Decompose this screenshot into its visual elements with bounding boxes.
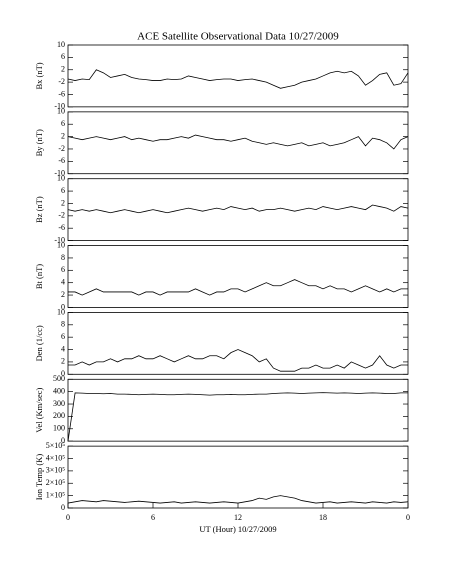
y-axis-label: Vel (Km/sec) xyxy=(34,388,44,433)
y-axis-label: Den (1/cc) xyxy=(34,325,44,361)
y-tick-label: 10 xyxy=(57,307,65,316)
y-tick-label: -2 xyxy=(58,144,65,153)
x-tick-label: 6 xyxy=(151,513,155,522)
data-line xyxy=(67,204,409,214)
y-tick-label: -2 xyxy=(58,77,65,86)
y-tick-label: 10 xyxy=(57,107,65,116)
data-line xyxy=(67,495,409,504)
y-tick-label: 0 xyxy=(61,302,65,311)
y-tick-label: 300 xyxy=(53,399,65,408)
data-line xyxy=(68,279,408,296)
y-axis-label: Bx (nT) xyxy=(34,62,44,89)
y-tick-label: 4×10⁵ xyxy=(46,453,66,462)
y-tick-label: 0 xyxy=(61,369,65,378)
plot-frame xyxy=(67,312,409,375)
y-tick-label: 3×10⁵ xyxy=(46,466,66,475)
y-tick-label: 8 xyxy=(61,320,65,329)
y-tick-label: 0 xyxy=(61,503,65,512)
y-tick-label: 200 xyxy=(53,411,65,420)
x-axis-label: UT (Hour) 10/27/2009 xyxy=(199,524,276,534)
y-axis-label: Ion Temp (K) xyxy=(34,454,44,501)
y-tick-label: 2 xyxy=(61,357,65,366)
y-tick-label: -10 xyxy=(54,169,65,178)
y-tick-label: -6 xyxy=(58,89,65,98)
y-tick-label: 4 xyxy=(61,278,65,287)
y-axis-label: By (nT) xyxy=(34,129,44,156)
y-tick-label: 6 xyxy=(61,186,65,195)
plot-frame xyxy=(67,378,409,442)
y-tick-label: 2 xyxy=(61,290,65,299)
x-tick-label: 0 xyxy=(66,513,70,522)
y-tick-label: 500 xyxy=(53,374,65,383)
y-tick-label: 6 xyxy=(61,52,65,61)
y-tick-label: 2 xyxy=(61,131,65,140)
data-line xyxy=(67,69,409,89)
y-tick-label: 0 xyxy=(61,436,65,445)
y-tick-label: 6 xyxy=(61,332,65,341)
y-tick-label: 6 xyxy=(61,265,65,274)
x-tick-label: 12 xyxy=(234,513,242,522)
y-tick-label: 1×10⁵ xyxy=(46,490,66,499)
y-tick-label: -10 xyxy=(54,235,65,244)
chart-title: ACE Satellite Observational Data 10/27/2… xyxy=(137,31,339,43)
plot-frame xyxy=(67,111,409,175)
y-axis-label: Bz (nT) xyxy=(34,196,44,223)
x-tick-label: 18 xyxy=(319,513,327,522)
y-tick-label: 2×10⁵ xyxy=(46,478,66,487)
plot-frame xyxy=(67,245,409,308)
y-tick-label: 100 xyxy=(53,424,65,433)
y-tick-label: 10 xyxy=(57,174,65,183)
y-tick-label: 4 xyxy=(61,344,65,353)
data-line xyxy=(68,349,408,372)
y-tick-label: -10 xyxy=(54,102,65,111)
data-line xyxy=(67,134,409,150)
y-tick-label: 8 xyxy=(61,253,65,262)
x-tick-label: 0 xyxy=(406,513,410,522)
y-tick-label: -6 xyxy=(58,156,65,165)
y-tick-label: 2 xyxy=(61,198,65,207)
y-axis-label: Bt (nT) xyxy=(34,264,44,289)
data-line xyxy=(67,392,408,442)
y-tick-label: 10 xyxy=(57,40,65,49)
y-tick-label: 6 xyxy=(61,119,65,128)
y-tick-label: -2 xyxy=(58,211,65,220)
y-tick-label: 10 xyxy=(57,240,65,249)
y-tick-label: 5×10⁵ xyxy=(46,441,66,450)
y-tick-label: 400 xyxy=(53,386,65,395)
plot-frame xyxy=(67,44,409,108)
y-tick-label: -6 xyxy=(58,223,65,232)
y-tick-label: 2 xyxy=(61,65,65,74)
